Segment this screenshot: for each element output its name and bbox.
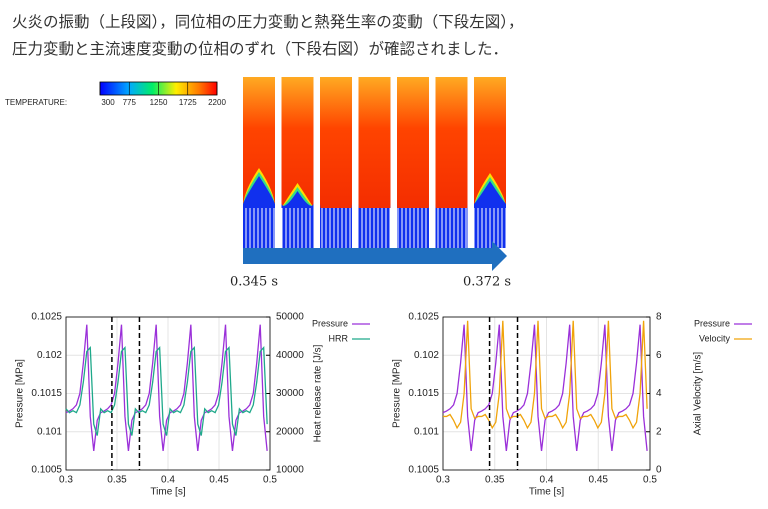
- burner-tubes: [320, 208, 352, 248]
- colorbar-tick-label: 1250: [150, 98, 168, 107]
- colorbar-tick-label: 300: [101, 98, 115, 107]
- legend-label: Velocity: [699, 333, 731, 343]
- legend-label: Pressure: [312, 318, 348, 328]
- plot-frame: [65, 316, 271, 471]
- y2-tick-label: 40000: [276, 350, 304, 361]
- y-axis-label: Pressure [MPa]: [392, 359, 403, 428]
- y-tick-label: 0.101: [37, 426, 62, 437]
- x-tick-label: 0.45: [209, 475, 229, 486]
- y2-axis-label: Axial Velocity [m/s]: [693, 352, 704, 436]
- y-axis-label: Pressure [MPa]: [15, 359, 26, 428]
- legend-label: HRR: [329, 333, 349, 343]
- burner-tubes: [243, 208, 275, 248]
- colorbar-label: TEMPERATURE:: [5, 98, 67, 107]
- burner-tubes: [397, 208, 429, 248]
- x-axis-label: Time [s]: [529, 487, 564, 498]
- y-tick-label: 0.102: [414, 350, 439, 361]
- time-label: 0.345 s: [230, 275, 278, 290]
- y-tick-label: 0.1005: [408, 465, 439, 476]
- x-tick-label: 0.35: [107, 475, 127, 486]
- y-tick-label: 0.101: [414, 426, 439, 437]
- series-line: [442, 324, 648, 451]
- x-tick-label: 0.3: [436, 475, 450, 486]
- y-tick-label: 0.1025: [31, 312, 62, 323]
- y2-tick-label: 8: [656, 312, 662, 323]
- burner-tubes: [435, 208, 468, 248]
- series-line: [443, 320, 648, 430]
- time-label: 0.372 s: [463, 275, 511, 290]
- y-tick-label: 0.1025: [408, 312, 439, 323]
- x-tick-label: 0.45: [589, 475, 609, 486]
- x-tick-label: 0.4: [161, 475, 175, 486]
- series-line: [65, 345, 268, 436]
- y2-axis-label: Heat release rate [J/s]: [313, 344, 324, 442]
- colorbar-tick-label: 1725: [179, 98, 197, 107]
- x-tick-label: 0.35: [485, 475, 505, 486]
- burner-tubes: [281, 208, 314, 248]
- y2-tick-label: 30000: [276, 388, 304, 399]
- caption-line: 火炎の振動（上段図），同位相の圧力変動と熱発生率の変動（下段左図），: [12, 13, 524, 31]
- y2-tick-label: 0: [656, 465, 662, 476]
- y-tick-label: 0.1015: [31, 388, 62, 399]
- x-tick-label: 0.5: [643, 475, 657, 486]
- y2-tick-label: 4: [656, 388, 662, 399]
- y2-tick-label: 50000: [276, 312, 304, 323]
- y-tick-label: 0.102: [37, 350, 62, 361]
- plot-frame: [442, 316, 651, 471]
- y-tick-label: 0.1015: [408, 388, 439, 399]
- burner-tubes: [474, 208, 506, 248]
- y2-tick-label: 20000: [276, 426, 304, 437]
- y2-tick-label: 2: [656, 426, 662, 437]
- x-tick-label: 0.3: [59, 475, 73, 486]
- burner-tubes: [358, 208, 391, 248]
- caption-line: 圧力変動と主流速度変動の位相のずれ（下段右図）が確認されました．: [12, 40, 509, 58]
- y2-tick-label: 10000: [276, 465, 304, 476]
- x-tick-label: 0.4: [540, 475, 554, 486]
- x-tick-label: 0.5: [263, 475, 277, 486]
- flame-panels: [243, 77, 506, 264]
- colorbar-tick-label: 2200: [208, 98, 226, 107]
- colorbar-tick-label: 775: [123, 98, 137, 107]
- y2-tick-label: 6: [656, 350, 662, 361]
- y-tick-label: 0.1005: [31, 465, 62, 476]
- time-arrow: [243, 241, 507, 271]
- x-axis-label: Time [s]: [150, 487, 185, 498]
- legend-label: Pressure: [694, 318, 730, 328]
